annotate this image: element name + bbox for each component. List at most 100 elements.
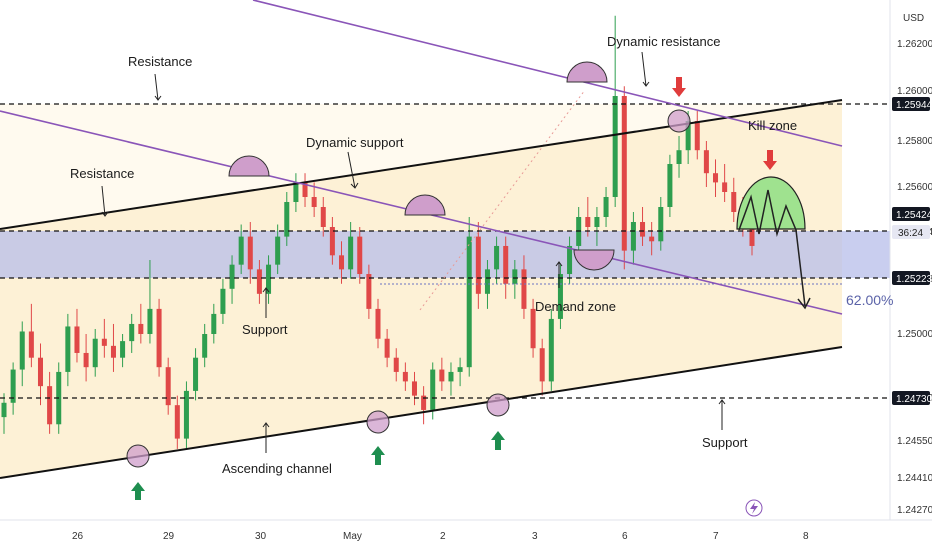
annotation-support-right: Support	[702, 435, 748, 450]
fib-connector-line	[419, 89, 586, 311]
candle-body	[156, 308, 162, 368]
price-pill-1-25424	[892, 207, 930, 221]
candle-body	[722, 182, 728, 192]
lightning-icon[interactable]	[745, 499, 763, 517]
x-tick-6: 6	[622, 531, 628, 542]
candle-body	[430, 369, 436, 410]
pointer-arrow-icon	[555, 261, 563, 288]
candle-body	[165, 367, 171, 406]
touch-circle-4	[486, 393, 510, 417]
y-tick-label: 1.25000	[897, 329, 932, 340]
candle-body	[220, 288, 226, 314]
candle-body	[713, 173, 719, 183]
price-levels	[0, 89, 890, 399]
y-tick-label: 1.24270	[897, 505, 932, 516]
candle-body	[494, 245, 500, 270]
candle-body	[366, 274, 372, 309]
candle-body	[293, 182, 299, 202]
candle-body	[731, 192, 737, 212]
y-tick-label: 1.24550	[897, 436, 932, 447]
candle-body	[685, 121, 691, 151]
candle-body	[384, 338, 390, 358]
candle-body	[320, 207, 326, 227]
x-tick-26: 26	[72, 531, 84, 542]
fib-percent-label: 62.00%	[846, 292, 893, 308]
annotation-resistance-top: Resistance	[128, 54, 192, 69]
annotations: Resistance Resistance Dynamic support Dy…	[70, 34, 893, 476]
candle-body	[439, 369, 445, 382]
candle-body	[256, 269, 262, 294]
price-pill-label-1-25424: 1.25424	[896, 210, 932, 221]
candle-body	[147, 308, 153, 334]
candle-body	[37, 357, 43, 387]
candle-body	[120, 341, 126, 358]
y-tick-label: 1.25800	[897, 136, 932, 147]
touch-circle-1	[667, 109, 691, 133]
candle-body	[749, 222, 755, 246]
candle-body	[339, 255, 345, 270]
candle-body	[466, 236, 472, 368]
y-tick-label: 1.24410	[897, 473, 932, 484]
pointer-arrow-icon	[101, 185, 109, 217]
candle-body	[658, 207, 664, 242]
candle-body	[202, 334, 208, 358]
candle-body	[1, 402, 7, 418]
candle-body	[567, 245, 573, 275]
price-pill-label-1-25944: 1.25944	[896, 100, 932, 111]
candle-body	[411, 381, 417, 396]
pointer-arrow-icon	[641, 51, 650, 87]
annotation-pointers	[101, 51, 726, 453]
pointer-arrow-icon	[718, 399, 726, 430]
pointer-arrow-icon	[262, 287, 270, 318]
pointer-arrow-icon	[347, 151, 359, 189]
candle-body	[348, 236, 354, 270]
candle-body	[621, 96, 627, 251]
candle-body	[211, 313, 217, 334]
dynamic-resistance-line	[252, 0, 843, 147]
candle-body	[229, 264, 235, 289]
x-tick-8: 8	[803, 531, 809, 542]
candle-body	[10, 369, 16, 403]
touch-arc-3	[566, 61, 608, 83]
candle-body	[521, 269, 527, 309]
price-axis: USD 1.24270 1.24410 1.24550 1.24730 1.25000 1…	[892, 13, 932, 516]
candle-body	[284, 202, 290, 237]
demand-zone-fill	[0, 231, 890, 278]
candle-body	[375, 308, 381, 339]
candle-body	[275, 236, 281, 265]
candle-body	[603, 197, 609, 217]
touch-circle-3	[366, 410, 390, 434]
countdown-label: 36:24	[898, 228, 923, 239]
candle-body	[393, 357, 399, 372]
touch-arc-4	[573, 249, 615, 271]
up-arrow-icon	[371, 446, 385, 465]
price-pill-1-25944	[892, 97, 930, 111]
annotation-dynamic-support: Dynamic support	[306, 135, 404, 150]
candle-body	[557, 274, 563, 319]
annotation-support-mid: Support	[242, 322, 288, 337]
x-tick-29: 29	[163, 531, 175, 542]
annotation-resistance-left: Resistance	[70, 166, 134, 181]
candle-body	[92, 338, 98, 368]
candle-body	[110, 345, 116, 358]
candle-body	[539, 348, 545, 382]
price-pill-1-24730	[892, 391, 930, 405]
candle-body	[238, 236, 244, 265]
y-tick-label: 1.26200	[897, 39, 932, 50]
candle-body	[475, 236, 481, 294]
annotation-dynamic-resistance: Dynamic resistance	[607, 34, 720, 49]
channel-fill	[0, 100, 842, 478]
candle-body	[311, 197, 317, 207]
annotation-demand-zone: Demand zone	[535, 299, 616, 314]
zones	[0, 100, 890, 478]
x-tick-3: 3	[532, 531, 538, 542]
currency-label: USD	[903, 13, 924, 24]
up-arrow-icon	[491, 431, 505, 450]
touch-circle-2	[126, 444, 150, 468]
candle-body	[585, 217, 591, 227]
candle-body	[484, 269, 490, 294]
candle-body	[530, 308, 536, 349]
price-pill-label-1-25223: 1.25223	[896, 274, 932, 285]
candle-body	[421, 395, 427, 410]
